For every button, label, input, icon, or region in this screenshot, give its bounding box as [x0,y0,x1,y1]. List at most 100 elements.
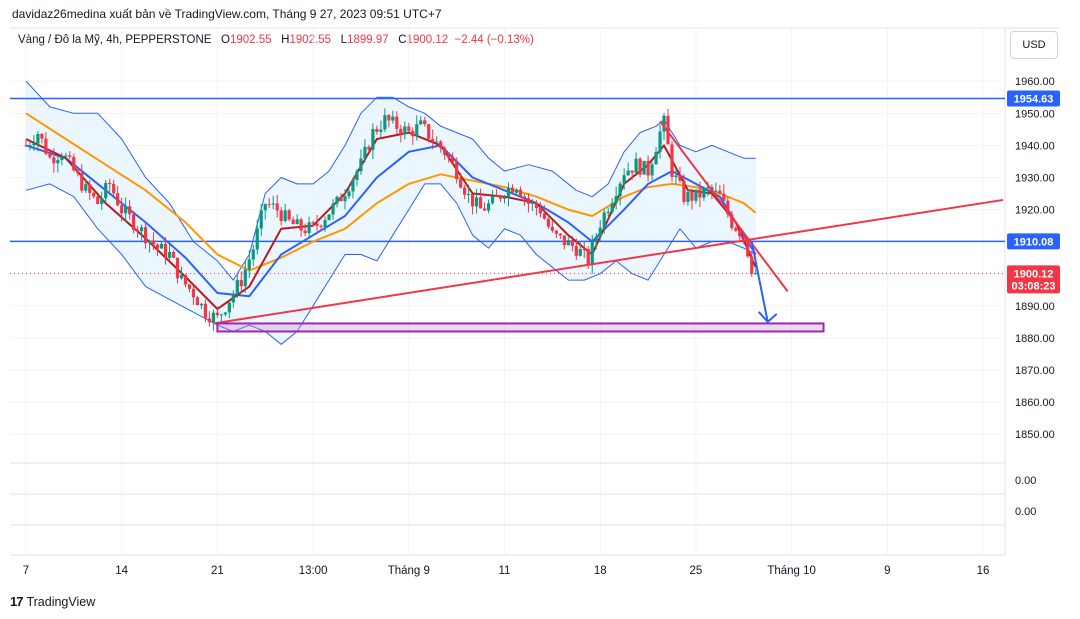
candle-body [383,115,386,129]
candle-body [754,273,757,274]
candle-body [40,134,43,139]
candle-body [527,198,530,204]
candle-body [68,155,71,156]
candle-body [658,132,661,152]
candle-body [391,117,394,121]
candle-body [722,194,725,201]
candle-body [619,184,622,196]
candle-body [455,162,458,179]
candle-body [571,240,574,246]
candle-body [212,313,215,323]
candle-body [475,197,478,206]
candle-body [483,208,486,210]
candle-body [288,210,291,219]
candle-body [232,294,235,303]
candle-body [72,157,75,170]
candle-body [252,249,255,259]
candle-body [734,228,737,231]
candle-body [160,244,163,249]
candle-body [256,228,259,249]
candle-body [399,129,402,135]
tradingview-footer[interactable]: 17 TradingView [10,594,95,609]
y-tick-label: 1860.00 [1015,397,1055,409]
candle-body [563,235,566,245]
candle-body [742,236,745,238]
candle-body [379,129,382,131]
candle-body [276,203,279,210]
candle-body [547,219,550,227]
candle-body [738,231,741,236]
candle-body [180,275,183,278]
candle-body [698,190,701,198]
candle-body [355,171,358,180]
candle-body [638,159,641,175]
candle-body [108,183,111,184]
candle-body [435,141,438,142]
candle-body [315,224,318,226]
candle-body [559,234,562,236]
candle-body [443,148,446,155]
candle-body [224,312,227,314]
candle-body [304,231,307,234]
brand-name: TradingView [26,595,95,609]
candle-body [471,194,474,206]
y-tick-label: 1880.00 [1015,333,1055,345]
y-tick-label: 1870.00 [1015,365,1055,377]
x-tick-label: 16 [977,565,990,577]
candle-body [192,289,195,297]
candle-body [204,304,207,319]
candle-body [595,237,598,242]
x-tick-label: Tháng 10 [767,565,816,577]
candle-body [196,297,199,305]
candle-body [296,219,299,224]
candle-body [228,303,231,313]
candle-body [567,240,570,245]
y-tick-label: 1950.00 [1015,108,1055,120]
candle-body [248,259,251,269]
price-chart[interactable]: 1960.00 1950.00 1940.00 1930.00 1920.00 1910.… [0,0,1080,590]
candle-body [124,206,127,213]
candle-body [403,127,406,135]
candle-body [519,190,522,197]
candle-body [136,230,139,231]
candle-body [32,144,35,146]
candle-body [415,124,418,136]
level-label-text: 1954.63 [1014,93,1054,105]
candle-body [96,196,99,204]
candle-body [499,196,502,199]
candle-body [307,222,310,233]
candle-body [615,196,618,203]
candle-body [702,188,705,197]
candle-body [431,139,434,142]
candle-body [678,175,681,180]
candle-body [244,269,247,286]
candle-body [88,184,91,193]
candle-body [327,214,330,220]
candle-body [52,157,55,163]
candle-body [419,120,422,124]
candle-body [323,220,326,227]
x-tick-label: 9 [884,565,890,577]
candle-body [176,258,179,279]
x-tick-label: 21 [211,565,224,577]
candle-body [128,206,131,214]
candle-body [28,145,31,146]
candle-body [44,139,47,154]
candle-body [104,183,107,198]
x-tick-label: 11 [499,565,511,577]
candle-body [395,117,398,129]
candle-body [611,203,614,212]
candle-body [587,249,590,265]
candle-body [718,191,721,194]
x-tick-label: Tháng 9 [388,565,430,577]
candle-body [300,219,303,230]
candle-body [635,159,638,173]
candle-body [351,180,354,191]
candle-body [603,212,606,227]
candle-body [24,145,27,146]
candle-body [670,144,673,177]
candle-body [168,252,171,258]
candle-body [371,129,374,150]
candle-body [646,161,649,176]
candle-body [292,220,295,225]
